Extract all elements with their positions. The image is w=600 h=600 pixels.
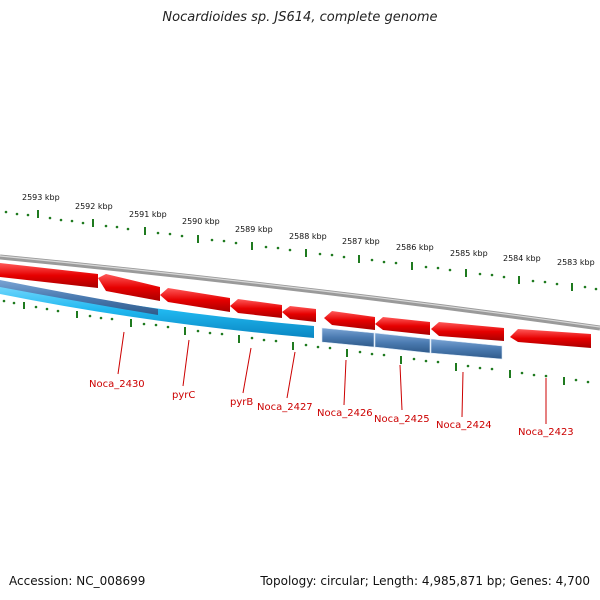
gene-label-noca2423: Noca_2423 (518, 427, 574, 438)
scale-labels: 2593 kbp 2592 kbp 2591 kbp 2590 kbp 2589… (22, 193, 595, 267)
gene-label-pyrC: pyrC (172, 390, 195, 401)
gene-label-noca2427: Noca_2427 (257, 402, 313, 413)
genome-title: Nocardioides sp. JS614, complete genome (162, 10, 438, 25)
gene-arrow-8 (431, 322, 504, 341)
gene-label-noca2426: Noca_2426 (317, 408, 373, 419)
gene-arrow-4 (230, 299, 282, 318)
scale-label: 2583 kbp (557, 258, 595, 267)
topology-text: Topology: circular; Length: 4,985,871 bp… (260, 574, 590, 588)
scale-label: 2590 kbp (182, 217, 220, 226)
scale-label: 2585 kbp (450, 249, 488, 258)
gene-arrow-7 (375, 317, 430, 335)
scale-label: 2584 kbp (503, 254, 541, 263)
gene-arrow-6 (324, 311, 375, 330)
gene-arrow-5 (282, 306, 316, 322)
gene-block-noca2424 (430, 338, 503, 360)
gene-arrow-1 (0, 263, 98, 288)
scale-ruler-lower (2, 299, 590, 385)
scale-label: 2592 kbp (75, 202, 113, 211)
gene-arrow-3 (160, 288, 230, 312)
gene-label-pyrB: pyrB (230, 397, 253, 408)
scale-label: 2589 kbp (235, 225, 273, 234)
scale-label: 2586 kbp (396, 243, 434, 252)
gene-label-noca2425: Noca_2425 (374, 414, 430, 425)
scale-label: 2587 kbp (342, 237, 380, 246)
accession-text: Accession: NC_008699 (9, 574, 146, 588)
gene-block-noca2425 (374, 332, 431, 354)
gene-arrow-2 (98, 274, 160, 301)
scale-label: 2593 kbp (22, 193, 60, 202)
scale-label: 2588 kbp (289, 232, 327, 241)
scale-label: 2591 kbp (129, 210, 167, 219)
gene-block-noca2426 (321, 327, 375, 348)
forward-strand-genes (0, 263, 591, 348)
gene-label-noca2430: Noca_2430 (89, 379, 145, 390)
genome-backbone-highlight (0, 255, 600, 328)
gene-block-noca2430 (0, 280, 158, 315)
gene-arrow-9 (510, 329, 591, 348)
gene-label-leaders (117, 331, 547, 424)
genome-backbone (0, 254, 600, 331)
scale-ruler-upper (4, 210, 598, 291)
gene-labels: Noca_2430 pyrC pyrB Noca_2427 Noca_2426 … (89, 379, 574, 438)
gene-label-noca2424: Noca_2424 (436, 420, 492, 431)
